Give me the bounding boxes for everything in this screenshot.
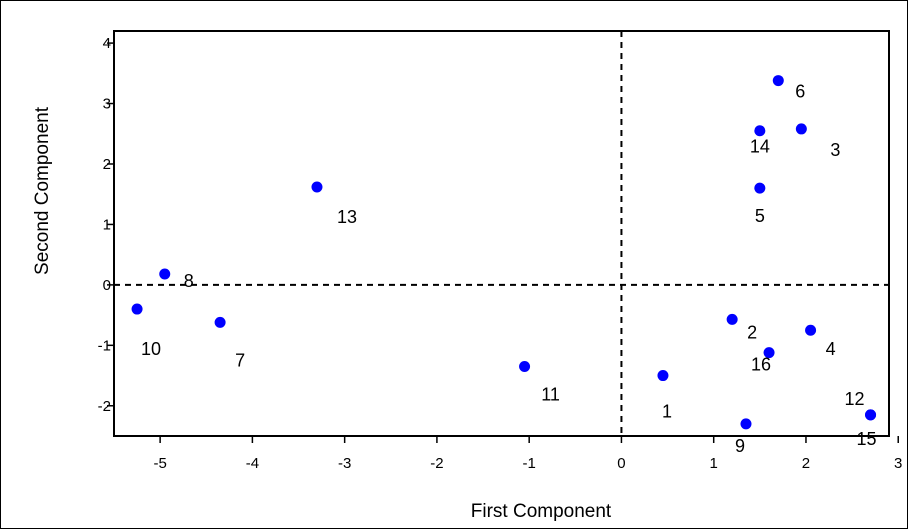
point-label: 14 <box>750 137 770 157</box>
data-point <box>772 75 784 87</box>
point-label: 15 <box>857 429 877 449</box>
y-tick-label: -2 <box>98 398 111 415</box>
y-tick-label: 0 <box>103 277 111 294</box>
data-point <box>726 313 738 325</box>
point-label: 4 <box>826 339 836 359</box>
point-label: 8 <box>184 271 194 291</box>
data-point <box>795 123 807 135</box>
point-label: 1 <box>662 402 672 422</box>
x-axis-ticks: -5 -4 -3 -2 -1 0 1 2 3 <box>153 436 902 472</box>
point-label: 16 <box>751 355 771 375</box>
point-label: 5 <box>755 206 765 226</box>
x-tick-label: 0 <box>617 455 625 472</box>
x-tick-label: 1 <box>710 455 718 472</box>
x-tick-label: -4 <box>246 455 259 472</box>
data-point <box>805 324 817 336</box>
x-tick-label: -3 <box>338 455 351 472</box>
y-tick-label: 2 <box>103 156 111 173</box>
point-label: 10 <box>141 339 161 359</box>
x-axis-label: First Component <box>471 501 612 522</box>
point-label: 2 <box>747 322 757 342</box>
y-tick-label: 4 <box>103 35 111 52</box>
y-tick-label: 1 <box>103 216 111 233</box>
data-point <box>754 182 766 194</box>
x-tick-label: 3 <box>894 455 902 472</box>
data-point <box>214 316 226 328</box>
point-label: 3 <box>830 140 840 160</box>
x-tick-label: -5 <box>153 455 166 472</box>
data-point <box>763 347 775 359</box>
x-tick-label: -1 <box>523 455 536 472</box>
plot-area <box>113 30 890 437</box>
data-point <box>131 303 143 315</box>
data-point <box>865 409 877 421</box>
y-axis-ticks: -2 -1 0 1 2 3 4 <box>98 35 114 415</box>
point-label: 12 <box>845 389 865 409</box>
data-point <box>311 181 323 193</box>
x-tick-label: 2 <box>802 455 810 472</box>
point-label: 6 <box>795 82 805 102</box>
y-axis-label: Second Component <box>32 106 53 275</box>
y-tick-label: -1 <box>98 337 111 354</box>
point-label: 9 <box>735 436 745 456</box>
data-point <box>519 360 531 372</box>
data-point <box>754 125 766 137</box>
point-label: 7 <box>235 350 245 370</box>
x-tick-label: -2 <box>430 455 443 472</box>
data-point <box>657 370 669 382</box>
data-point <box>740 418 752 430</box>
data-point <box>159 268 171 280</box>
point-label: 13 <box>337 207 357 227</box>
point-label: 11 <box>541 384 560 404</box>
y-tick-label: 3 <box>103 96 111 113</box>
